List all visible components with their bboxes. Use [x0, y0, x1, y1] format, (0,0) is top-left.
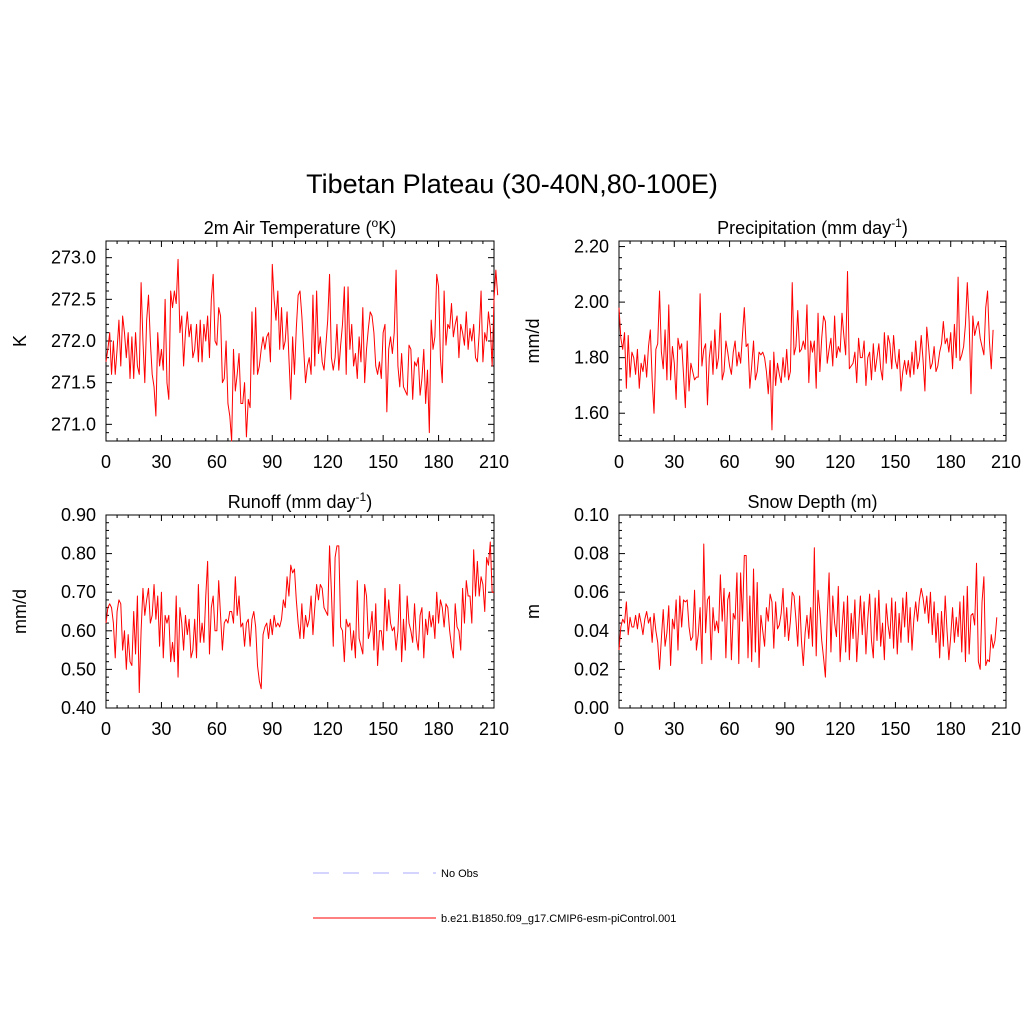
- series-line: [618, 271, 994, 431]
- y-tick-label: 0.10: [574, 505, 609, 525]
- x-tick-label: 60: [207, 452, 227, 472]
- legend-label: b.e21.B1850.f09_g17.CMIP6-esm-piControl.…: [441, 913, 676, 925]
- x-tick-label: 180: [936, 452, 966, 472]
- series-line: [105, 258, 499, 442]
- x-tick-label: 30: [664, 452, 684, 472]
- y-axis-label: m: [523, 604, 543, 619]
- y-tick-label: 0.60: [61, 621, 96, 641]
- y-tick-label: 271.0: [51, 414, 96, 434]
- y-tick-label: 0.40: [61, 698, 96, 718]
- y-axis-label: K: [10, 335, 30, 347]
- series-line: [105, 541, 494, 694]
- panels: 0 30 60 90 120 150 180 210 271.0 271.5 272.0 272.5 2…: [10, 216, 1021, 739]
- x-tick-label: 210: [479, 719, 509, 739]
- series-line: [618, 543, 998, 678]
- y-tick-label: 0.00: [574, 698, 609, 718]
- panel-title: Runoff (mm day-1): [228, 490, 372, 512]
- legend: No Obs b.e21.B1850.f09_g17.CMIP6-esm-piCo…: [313, 868, 676, 925]
- x-tick-label: 90: [262, 452, 282, 472]
- x-tick-label: 60: [720, 719, 740, 739]
- x-tick-label: 120: [825, 452, 855, 472]
- y-tick-label: 1.60: [574, 403, 609, 423]
- panel-1: 0 30 60 90 120 150 180 210 1.60 1.80 2.00 2.20 mm/d P…: [523, 216, 1021, 472]
- x-tick-label: 120: [825, 719, 855, 739]
- plot-frame: [618, 240, 1007, 442]
- y-tick-label: 272.5: [51, 289, 96, 309]
- y-tick-label: 271.5: [51, 373, 96, 393]
- x-tick-label: 0: [614, 719, 624, 739]
- x-tick-label: 30: [151, 452, 171, 472]
- x-tick-label: 150: [880, 719, 910, 739]
- y-tick-label: 1.80: [574, 348, 609, 368]
- y-axis-label: mm/d: [10, 589, 30, 634]
- panel-title: Snow Depth (m): [747, 492, 877, 512]
- y-tick-label: 0.02: [574, 659, 609, 679]
- y-tick-label: 0.04: [574, 621, 609, 641]
- panel-title: Precipitation (mm day-1): [717, 216, 908, 238]
- x-tick-label: 150: [368, 452, 398, 472]
- y-tick-label: 273.0: [51, 248, 96, 268]
- x-tick-label: 120: [313, 452, 343, 472]
- x-tick-label: 90: [262, 719, 282, 739]
- x-tick-label: 90: [775, 452, 795, 472]
- y-tick-label: 0.06: [574, 582, 609, 602]
- legend-item: No Obs: [313, 868, 479, 880]
- x-tick-label: 210: [991, 452, 1021, 472]
- plot-frame: [105, 514, 495, 709]
- y-tick-label: 0.80: [61, 544, 96, 564]
- x-tick-label: 60: [720, 452, 740, 472]
- panel-title: 2m Air Temperature (oK): [204, 216, 396, 238]
- y-tick-label: 0.08: [574, 544, 609, 564]
- x-tick-label: 90: [775, 719, 795, 739]
- x-tick-label: 150: [880, 452, 910, 472]
- x-tick-label: 30: [151, 719, 171, 739]
- x-tick-label: 150: [368, 719, 398, 739]
- x-tick-label: 180: [936, 719, 966, 739]
- x-tick-label: 30: [664, 719, 684, 739]
- y-tick-label: 0.50: [61, 659, 96, 679]
- figure-title: Tibetan Plateau (30-40N,80-100E): [306, 169, 718, 199]
- y-axis-label: mm/d: [523, 319, 543, 364]
- x-tick-label: 0: [101, 719, 111, 739]
- x-tick-label: 60: [207, 719, 227, 739]
- y-tick-label: 0.70: [61, 582, 96, 602]
- y-tick-label: 2.00: [574, 292, 609, 312]
- x-tick-label: 180: [424, 719, 454, 739]
- x-tick-label: 210: [479, 452, 509, 472]
- y-tick-label: 0.90: [61, 505, 96, 525]
- panel-2: 0 30 60 90 120 150 180 210 0.40 0.50 0.60 0.70 0.80 0…: [10, 490, 509, 739]
- x-tick-label: 0: [614, 452, 624, 472]
- x-tick-label: 120: [313, 719, 343, 739]
- plot-frame: [618, 514, 1007, 709]
- legend-label: No Obs: [441, 868, 479, 880]
- x-tick-label: 180: [424, 452, 454, 472]
- y-tick-label: 272.0: [51, 331, 96, 351]
- x-tick-label: 0: [101, 452, 111, 472]
- panel-0: 0 30 60 90 120 150 180 210 271.0 271.5 272.0 272.5 2…: [10, 216, 509, 472]
- y-tick-label: 2.20: [574, 237, 609, 257]
- x-tick-label: 210: [991, 719, 1021, 739]
- panel-3: 0 30 60 90 120 150 180 210 0.00 0.02 0.04 0.06 0.08 0…: [523, 492, 1021, 739]
- legend-item: b.e21.B1850.f09_g17.CMIP6-esm-piControl.…: [313, 913, 676, 925]
